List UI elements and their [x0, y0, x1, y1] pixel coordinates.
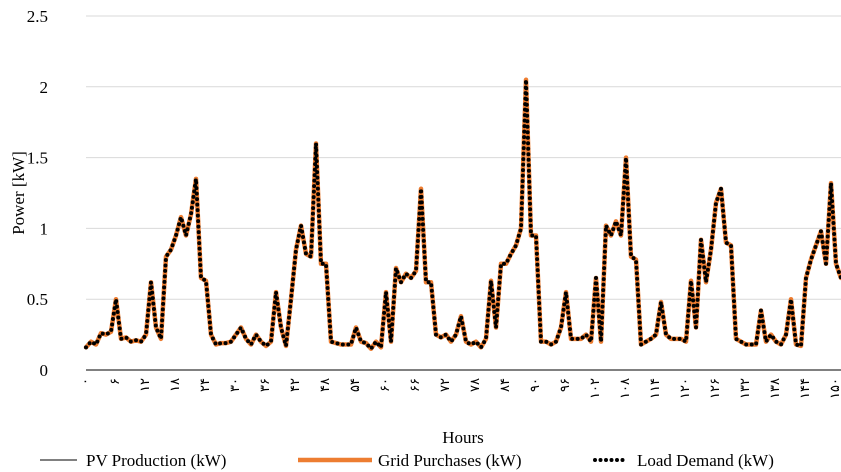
y-tick-label: 1 [40, 219, 49, 238]
y-tick-label: 2.5 [27, 7, 48, 26]
x-tick-label: ۳۶ [257, 378, 272, 392]
x-tick-label: ۴۸ [317, 378, 332, 392]
x-tick-label: ۶۰ [377, 378, 392, 392]
x-tick-label: ۱۲ [137, 378, 152, 392]
x-tick-label: ۴۲ [287, 378, 302, 392]
x-tick-label: ۱۳۸ [767, 378, 782, 399]
x-tick-label: ۱۲۰ [677, 378, 692, 399]
y-tick-label: 0.5 [27, 290, 48, 309]
x-tick-label: ۱۴۴ [797, 378, 812, 399]
x-tick-label: ۹۰ [527, 378, 542, 392]
x-tick-label: ۹۶ [557, 378, 572, 392]
x-tick-label: ۸۴ [497, 378, 512, 392]
x-tick-label: ۱۳۲ [737, 378, 752, 399]
x-tick-label: ۰ [77, 378, 92, 385]
y-tick-label: 0 [40, 361, 49, 380]
x-tick-label: ۷۸ [467, 378, 482, 392]
y-tick-label: 2 [40, 78, 49, 97]
x-tick-label: ۶۶ [407, 378, 422, 392]
x-tick-label: ۲۴ [197, 378, 212, 392]
x-axis-title: Hours [442, 428, 484, 447]
legend-load-label: Load Demand (kW) [637, 451, 774, 470]
y-axis-title: Power [kW] [9, 151, 28, 235]
legend: PV Production (kW) Grid Purchases (kW) L… [40, 451, 774, 470]
x-tick-label: ۱۰۸ [617, 378, 632, 399]
series-load-demand-line [84, 77, 841, 351]
y-tick-label: 1.5 [27, 149, 48, 168]
x-tick-label: ۵۴ [347, 378, 362, 392]
x-axis-tick-labels: ۰ ۶ ۱۲ ۱۸ ۲۴ ۳۰ ۳۶ ۴۲ ۴۸ ۵۴ ۶۰ ۶۶ ۷۲ ۷۸ ۸۴ ۹۰ ۹۶ ۱۰۲ ۱۰۸ ۱۱… [77, 378, 841, 399]
x-tick-label: ۱۰۲ [587, 378, 602, 399]
legend-grid-label: Grid Purchases (kW) [378, 451, 522, 470]
x-tick-label: ۱۵۰ [827, 378, 841, 399]
x-tick-label: ۷۲ [437, 378, 452, 392]
legend-pv-label: PV Production (kW) [86, 451, 226, 470]
y-axis-tick-labels: 0 0.5 1 1.5 2 2.5 [27, 7, 48, 380]
x-tick-label: ۱۱۴ [647, 378, 662, 399]
x-tick-label: ۱۲۶ [707, 378, 722, 399]
x-tick-label: ۶ [107, 378, 122, 385]
x-tick-label: ۱۸ [167, 378, 182, 392]
plot-series [83, 77, 841, 371]
x-tick-label: ۳۰ [227, 378, 242, 392]
